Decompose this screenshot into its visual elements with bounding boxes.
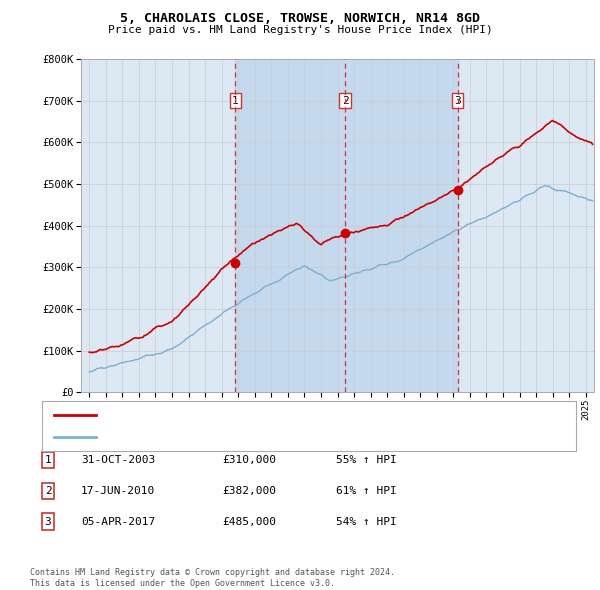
Text: 55% ↑ HPI: 55% ↑ HPI (336, 455, 397, 465)
Text: 5, CHAROLAIS CLOSE, TROWSE, NORWICH, NR14 8GD: 5, CHAROLAIS CLOSE, TROWSE, NORWICH, NR1… (120, 12, 480, 25)
Text: 1: 1 (232, 96, 239, 106)
Text: 61% ↑ HPI: 61% ↑ HPI (336, 486, 397, 496)
Text: £310,000: £310,000 (222, 455, 276, 465)
Text: 3: 3 (44, 517, 52, 526)
Text: £485,000: £485,000 (222, 517, 276, 526)
Text: Contains HM Land Registry data © Crown copyright and database right 2024.
This d: Contains HM Land Registry data © Crown c… (30, 568, 395, 588)
Text: 54% ↑ HPI: 54% ↑ HPI (336, 517, 397, 526)
Text: 5, CHAROLAIS CLOSE, TROWSE, NORWICH, NR14 8GD (detached house): 5, CHAROLAIS CLOSE, TROWSE, NORWICH, NR1… (102, 411, 458, 419)
Text: £382,000: £382,000 (222, 486, 276, 496)
Text: HPI: Average price, detached house, South Norfolk: HPI: Average price, detached house, Sout… (102, 433, 384, 442)
Text: 05-APR-2017: 05-APR-2017 (81, 517, 155, 526)
Text: 2: 2 (342, 96, 349, 106)
Bar (345, 59, 458, 392)
Text: 1: 1 (44, 455, 52, 465)
Text: 2: 2 (44, 486, 52, 496)
Bar (235, 59, 345, 392)
Text: 17-JUN-2010: 17-JUN-2010 (81, 486, 155, 496)
Text: 31-OCT-2003: 31-OCT-2003 (81, 455, 155, 465)
Text: Price paid vs. HM Land Registry's House Price Index (HPI): Price paid vs. HM Land Registry's House … (107, 25, 493, 35)
Text: 3: 3 (454, 96, 461, 106)
